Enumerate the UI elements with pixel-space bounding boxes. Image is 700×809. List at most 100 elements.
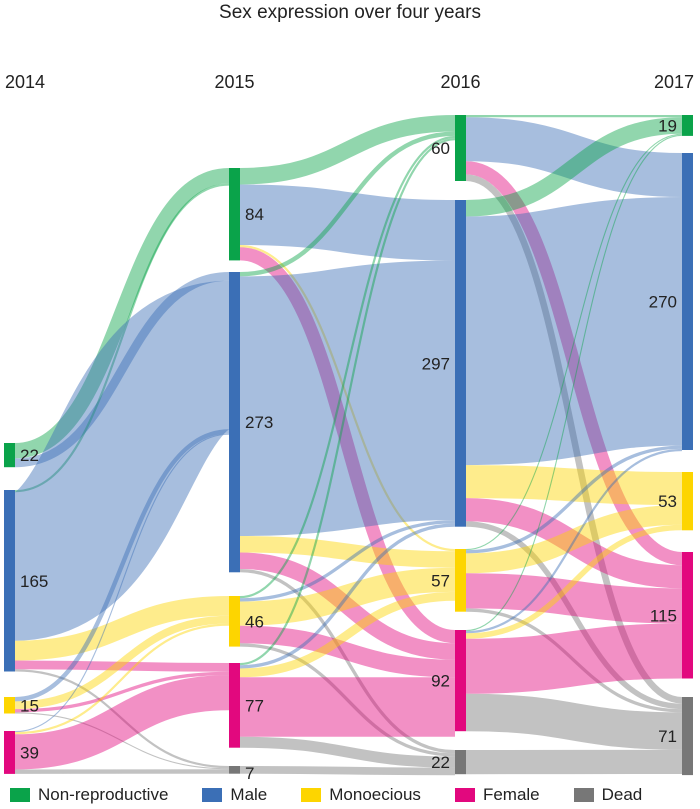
node-2016-female xyxy=(455,630,466,732)
node-2017-female xyxy=(682,552,693,679)
flow-2014-monoecious-to-monoecious xyxy=(14,615,230,710)
legend-swatch xyxy=(10,788,30,802)
node-value-label: 71 xyxy=(658,727,677,746)
flow-2015-monoecious-to-monoecious xyxy=(239,567,456,626)
node-2015-monoecious xyxy=(229,596,240,647)
node-value-label: 297 xyxy=(422,354,450,373)
flow-2016-female-to-monoecious xyxy=(465,524,683,639)
node-2015-female xyxy=(229,663,240,748)
flow-2015-female-to-non-reproductive xyxy=(239,138,456,666)
flow-2014-non-reproductive-to-male xyxy=(14,272,230,468)
legend-item-non-reproductive: Non-reproductive xyxy=(10,785,168,805)
flow-2016-non-reproductive-to-dead xyxy=(465,174,683,704)
node-value-label: 77 xyxy=(245,696,264,715)
node-2015-non-reproductive xyxy=(229,168,240,261)
node-value-label: 53 xyxy=(658,492,677,511)
flow-2015-male-to-dead xyxy=(239,569,456,754)
node-2016-non-reproductive xyxy=(455,115,466,181)
node-value-label: 22 xyxy=(20,446,39,465)
node-2017-non-reproductive xyxy=(682,115,693,136)
flow-2016-female-to-male xyxy=(465,448,683,634)
flow-2016-male-to-non-reproductive xyxy=(465,117,683,217)
flow-2016-male-to-female xyxy=(465,498,683,589)
column-header-2014: 2014 xyxy=(5,72,45,92)
node-value-label: 165 xyxy=(20,572,48,591)
flow-2015-male-to-male xyxy=(239,260,456,536)
node-value-label: 7 xyxy=(245,764,254,783)
flow-2016-male-to-dead xyxy=(465,521,683,710)
flow-2015-male-to-non-reproductive xyxy=(239,131,456,277)
flow-2016-monoecious-to-female xyxy=(465,573,683,624)
node-2017-male xyxy=(682,153,693,450)
flow-2014-male-to-dead xyxy=(14,669,230,769)
node-value-label: 15 xyxy=(20,696,39,715)
flow-2014-male-to-male xyxy=(8,280,236,641)
node-value-label: 22 xyxy=(431,753,450,772)
node-value-label: 270 xyxy=(649,293,677,312)
flow-2015-monoecious-to-dead xyxy=(239,643,456,757)
node-value-label: 115 xyxy=(650,606,677,625)
node-2016-male xyxy=(455,200,466,527)
node-value-label: 60 xyxy=(431,139,450,158)
flow-2015-female-to-monoecious xyxy=(239,591,456,678)
flow-2016-monoecious-to-male xyxy=(465,445,683,554)
node-2014-male xyxy=(4,490,15,672)
flow-2016-non-reproductive-to-female xyxy=(465,161,683,566)
flow-2014-female-to-female xyxy=(14,675,230,770)
flow-2015-female-to-dead xyxy=(239,736,456,768)
legend-label: Female xyxy=(482,785,540,804)
legend-swatch xyxy=(454,788,475,802)
flow-2015-male-to-female xyxy=(239,552,456,660)
flow-2014-monoecious-to-dead xyxy=(14,712,230,770)
node-value-label: 39 xyxy=(20,743,39,762)
column-header-2017: 2017 xyxy=(654,72,694,92)
legend-swatch xyxy=(573,788,594,802)
flow-2014-monoecious-to-male xyxy=(14,429,230,702)
flow-2015-female-to-male xyxy=(239,523,456,669)
node-2015-dead xyxy=(229,766,240,774)
flow-2014-male-to-monoecious xyxy=(14,596,230,661)
flow-2014-female-to-male xyxy=(14,433,230,733)
node-2016-dead xyxy=(455,750,466,775)
node-2017-dead xyxy=(682,697,693,776)
flow-2014-monoecious-to-female xyxy=(14,671,230,713)
flow-2015-monoecious-to-male xyxy=(239,520,456,602)
flow-2015-dead-to-dead xyxy=(239,766,456,776)
legend-swatch xyxy=(202,788,223,802)
flow-2016-female-to-non-reproductive xyxy=(465,134,683,632)
legend-label: Male xyxy=(230,785,268,804)
legend-item-male: Male xyxy=(202,785,267,805)
legend: Non-reproductive Male Monoecious Female Dead xyxy=(10,785,676,805)
node-2015-male xyxy=(229,272,240,573)
legend-item-monoecious: Monoecious xyxy=(301,785,421,805)
flow-2015-male-to-monoecious xyxy=(239,536,456,568)
node-value-label: 92 xyxy=(431,672,450,691)
legend-item-female: Female xyxy=(454,785,540,805)
legend-item-dead: Dead xyxy=(573,785,642,805)
flow-2016-male-to-monoecious xyxy=(465,465,683,505)
node-2014-female xyxy=(4,731,15,774)
flow-2014-male-to-female xyxy=(14,660,230,672)
node-value-label: 273 xyxy=(245,413,273,432)
column-header-2016: 2016 xyxy=(440,72,480,92)
node-2017-monoecious xyxy=(682,472,693,531)
node-value-label: 19 xyxy=(658,116,677,135)
flow-2016-female-to-dead xyxy=(465,693,683,750)
flow-2015-non-reproductive-to-non-reproductive xyxy=(239,115,456,185)
flow-2014-non-reproductive-to-non-reproductive xyxy=(14,168,230,459)
legend-label: Non-reproductive xyxy=(38,785,169,804)
flow-2016-non-reproductive-to-male xyxy=(465,117,683,197)
flow-2015-monoecious-to-female xyxy=(239,625,456,678)
flow-2016-male-to-male xyxy=(464,197,684,466)
chart-title: Sex expression over four years xyxy=(219,2,481,23)
flow-2016-monoecious-to-non-reproductive xyxy=(465,133,683,551)
node-value-label: 46 xyxy=(245,612,264,631)
node-2014-non-reproductive xyxy=(4,443,15,468)
flow-2015-monoecious-to-non-reproductive xyxy=(239,135,456,599)
flow-2016-female-to-female xyxy=(465,623,683,694)
flow-2016-monoecious-to-dead xyxy=(465,608,683,713)
flow-2014-male-to-non-reproductive xyxy=(14,183,230,493)
flow-2016-monoecious-to-monoecious xyxy=(465,505,683,574)
node-2014-monoecious xyxy=(4,697,15,714)
column-header-2015: 2015 xyxy=(214,72,254,92)
